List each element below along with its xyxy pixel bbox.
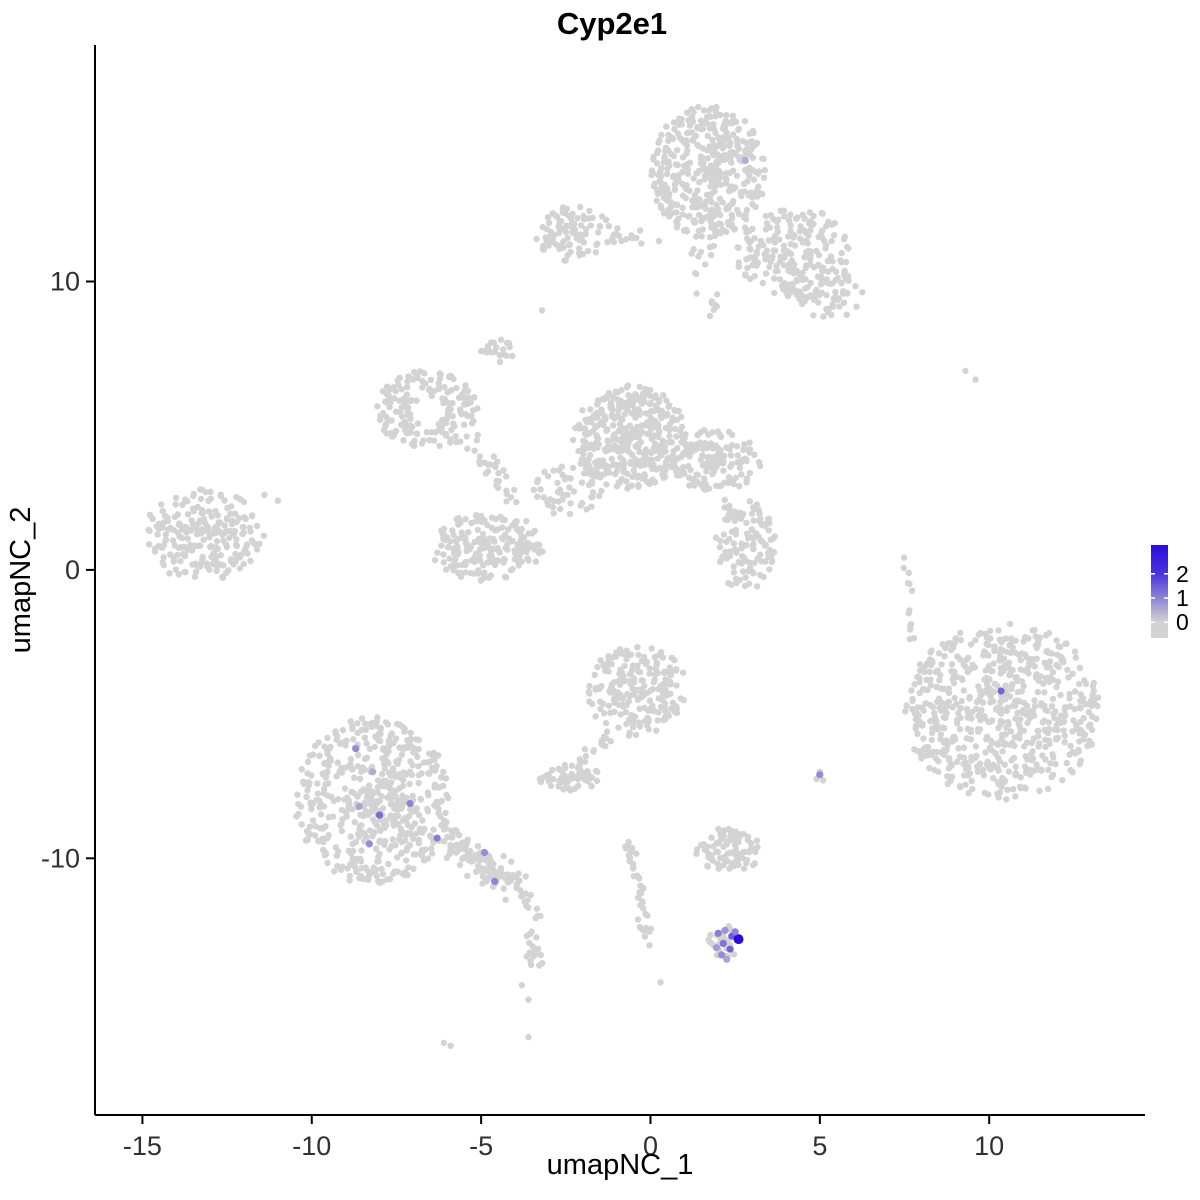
expression-point <box>365 840 373 848</box>
expression-point <box>719 939 727 948</box>
expression-point <box>491 877 499 886</box>
expression-point <box>741 156 749 164</box>
legend-tick-label: 1 <box>1176 585 1189 611</box>
expression-point <box>369 768 377 776</box>
expression-point <box>721 926 729 935</box>
expression-point <box>375 811 384 819</box>
x-tick-label: -15 <box>123 1131 162 1161</box>
expression-point <box>355 802 363 811</box>
legend-gradient-bar <box>1151 545 1168 638</box>
expression-points-layer <box>352 156 1005 963</box>
expression-point <box>723 955 731 963</box>
expression-point <box>816 771 824 779</box>
y-tick-label: -10 <box>41 843 80 873</box>
expression-point <box>433 834 441 842</box>
legend-colorbar: 210 <box>1151 545 1189 638</box>
legend-tick-label: 2 <box>1176 561 1189 587</box>
x-tick-label: -5 <box>469 1131 493 1161</box>
x-tick-label: 10 <box>974 1131 1004 1161</box>
y-tick-label: 10 <box>50 266 80 296</box>
expression-point <box>480 848 489 857</box>
x-tick-label: -10 <box>292 1131 331 1161</box>
y-axis-label: umapNC_2 <box>5 507 37 654</box>
legend-tick-label: 0 <box>1176 609 1189 635</box>
axes: -15 -10 -5 0 5 10 -10 0 10 <box>41 45 1145 1161</box>
expression-point <box>997 687 1005 695</box>
expression-point <box>352 745 360 753</box>
expression-point <box>733 934 744 945</box>
y-tick-label: 0 <box>65 555 80 585</box>
expression-point <box>712 944 721 952</box>
expression-point <box>718 951 726 959</box>
expression-point <box>406 799 414 808</box>
expression-point <box>731 928 739 936</box>
expression-point <box>714 929 722 937</box>
background-points-layer <box>145 103 1102 1050</box>
expression-point <box>726 945 734 953</box>
plot-title: Cyp2e1 <box>557 6 667 41</box>
x-axis-label: umapNC_1 <box>547 1149 694 1181</box>
x-tick-label: 5 <box>812 1131 827 1161</box>
x-tick-label: 0 <box>643 1131 658 1161</box>
